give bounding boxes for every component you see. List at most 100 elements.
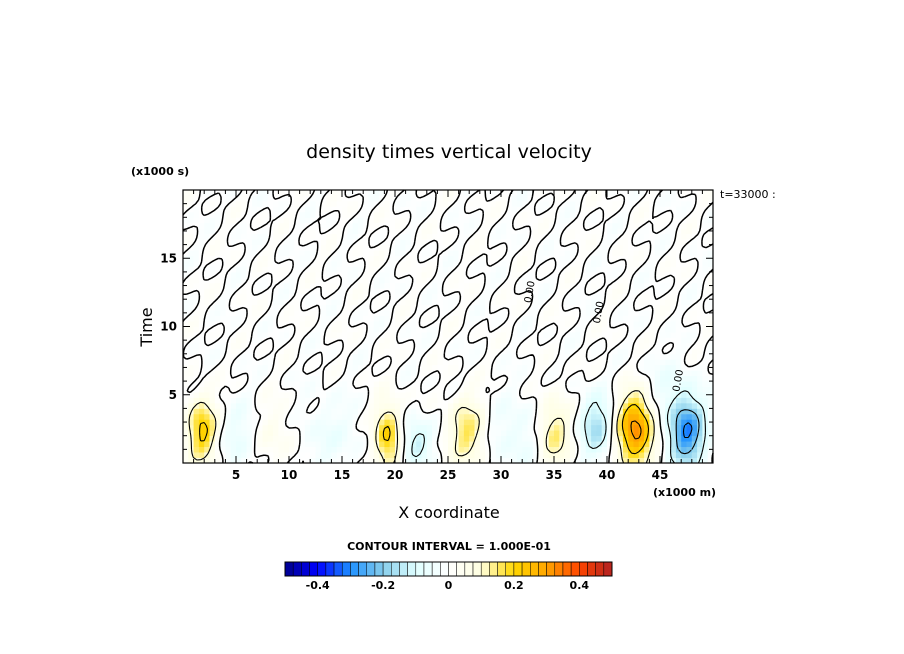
heatmap-cell: [347, 211, 353, 218]
heatmap-cell: [389, 195, 396, 202]
heatmap-cell: [352, 282, 359, 289]
heatmap-cell: [501, 337, 507, 344]
heatmap-cell: [644, 266, 650, 273]
heatmap-cell: [665, 331, 671, 338]
heatmap-cell: [368, 222, 375, 229]
heatmap-cell: [273, 375, 279, 382]
heatmap-cell: [675, 288, 682, 295]
heatmap-cell: [236, 364, 242, 371]
heatmap-cell: [686, 457, 693, 464]
heatmap-cell: [501, 239, 507, 245]
heatmap-cell: [569, 337, 576, 344]
heatmap-cell: [209, 277, 216, 284]
heatmap-cell: [320, 206, 327, 213]
heatmap-cell: [257, 190, 263, 196]
heatmap-cell: [289, 233, 295, 240]
heatmap-cell: [548, 211, 555, 218]
heatmap-cell: [575, 293, 581, 300]
heatmap-cell: [501, 217, 507, 224]
heatmap-cell: [204, 310, 210, 316]
heatmap-cell: [209, 326, 216, 333]
heatmap-cell: [416, 342, 422, 349]
heatmap-cell: [389, 435, 396, 442]
heatmap-cell: [426, 244, 433, 251]
heatmap-cell: [596, 211, 603, 218]
heatmap-cell: [479, 435, 486, 442]
heatmap-cell: [278, 190, 285, 196]
heatmap-cell: [580, 353, 587, 360]
heatmap-cell: [283, 277, 290, 284]
heatmap-cell: [432, 310, 438, 316]
heatmap-cell: [209, 266, 216, 273]
heatmap-cell: [469, 222, 475, 229]
heatmap-cell: [702, 200, 709, 207]
heatmap-cell: [304, 386, 311, 393]
heatmap-cell: [363, 381, 369, 387]
heatmap-cell: [283, 271, 290, 278]
heatmap-cell: [707, 266, 714, 273]
heatmap-cell: [479, 233, 486, 240]
heatmap-cell: [702, 446, 709, 453]
heatmap-cell: [601, 282, 608, 289]
heatmap-cell: [294, 299, 300, 306]
heatmap-cell: [432, 277, 438, 284]
heatmap-cell: [622, 419, 629, 426]
heatmap-cell: [697, 233, 703, 240]
heatmap-cell: [214, 250, 221, 256]
heatmap-cell: [273, 446, 279, 453]
heatmap-cell: [516, 321, 523, 327]
heatmap-cell: [559, 364, 565, 371]
heatmap-cell: [320, 271, 327, 278]
heatmap-cell: [675, 419, 682, 426]
heatmap-cell: [304, 413, 311, 420]
heatmap-cell: [479, 370, 486, 377]
heatmap-cell: [278, 200, 285, 207]
heatmap-cell: [304, 359, 311, 366]
heatmap-cell: [633, 244, 640, 251]
heatmap-cell: [225, 364, 232, 371]
heatmap-cell: [538, 255, 544, 262]
heatmap-cell: [670, 419, 677, 426]
heatmap-cell: [442, 222, 449, 229]
heatmap-cell: [188, 402, 194, 409]
heatmap-cell: [220, 402, 226, 409]
heatmap-cell: [638, 397, 645, 404]
heatmap-cell: [527, 195, 534, 202]
heatmap-cell: [326, 397, 332, 404]
heatmap-cell: [289, 190, 295, 196]
heatmap-cell: [230, 381, 237, 387]
heatmap-cell: [204, 331, 210, 338]
heatmap-cell: [336, 288, 343, 295]
heatmap-cell: [702, 375, 709, 382]
heatmap-cell: [273, 441, 279, 448]
heatmap-cell: [617, 244, 624, 251]
heatmap-cell: [320, 228, 327, 235]
heatmap-cell: [241, 397, 247, 404]
heatmap-cell: [320, 260, 327, 267]
heatmap-cell: [389, 190, 396, 196]
heatmap-cell: [543, 206, 550, 213]
heatmap-cell: [474, 299, 481, 306]
heatmap-cell: [495, 266, 502, 273]
heatmap-cell: [644, 331, 650, 338]
heatmap-cell: [469, 359, 475, 366]
heatmap-cell: [681, 288, 687, 295]
heatmap-cell: [395, 282, 401, 289]
heatmap-cell: [601, 260, 608, 267]
heatmap-cell: [580, 299, 587, 306]
heatmap-cell: [554, 386, 560, 393]
heatmap-cell: [665, 342, 671, 349]
heatmap-cell: [400, 446, 406, 453]
heatmap-cell: [596, 381, 603, 387]
heatmap-cell: [691, 424, 698, 431]
heatmap-cell: [437, 337, 444, 344]
heatmap-cell: [315, 206, 322, 213]
heatmap-cell: [347, 441, 353, 448]
heatmap-cell: [326, 424, 332, 431]
heatmap-cell: [638, 375, 645, 382]
heatmap-cell: [193, 326, 200, 333]
heatmap-cell: [257, 299, 263, 306]
heatmap-cell: [379, 419, 385, 426]
heatmap-cell: [686, 435, 693, 442]
heatmap-cell: [495, 239, 502, 245]
